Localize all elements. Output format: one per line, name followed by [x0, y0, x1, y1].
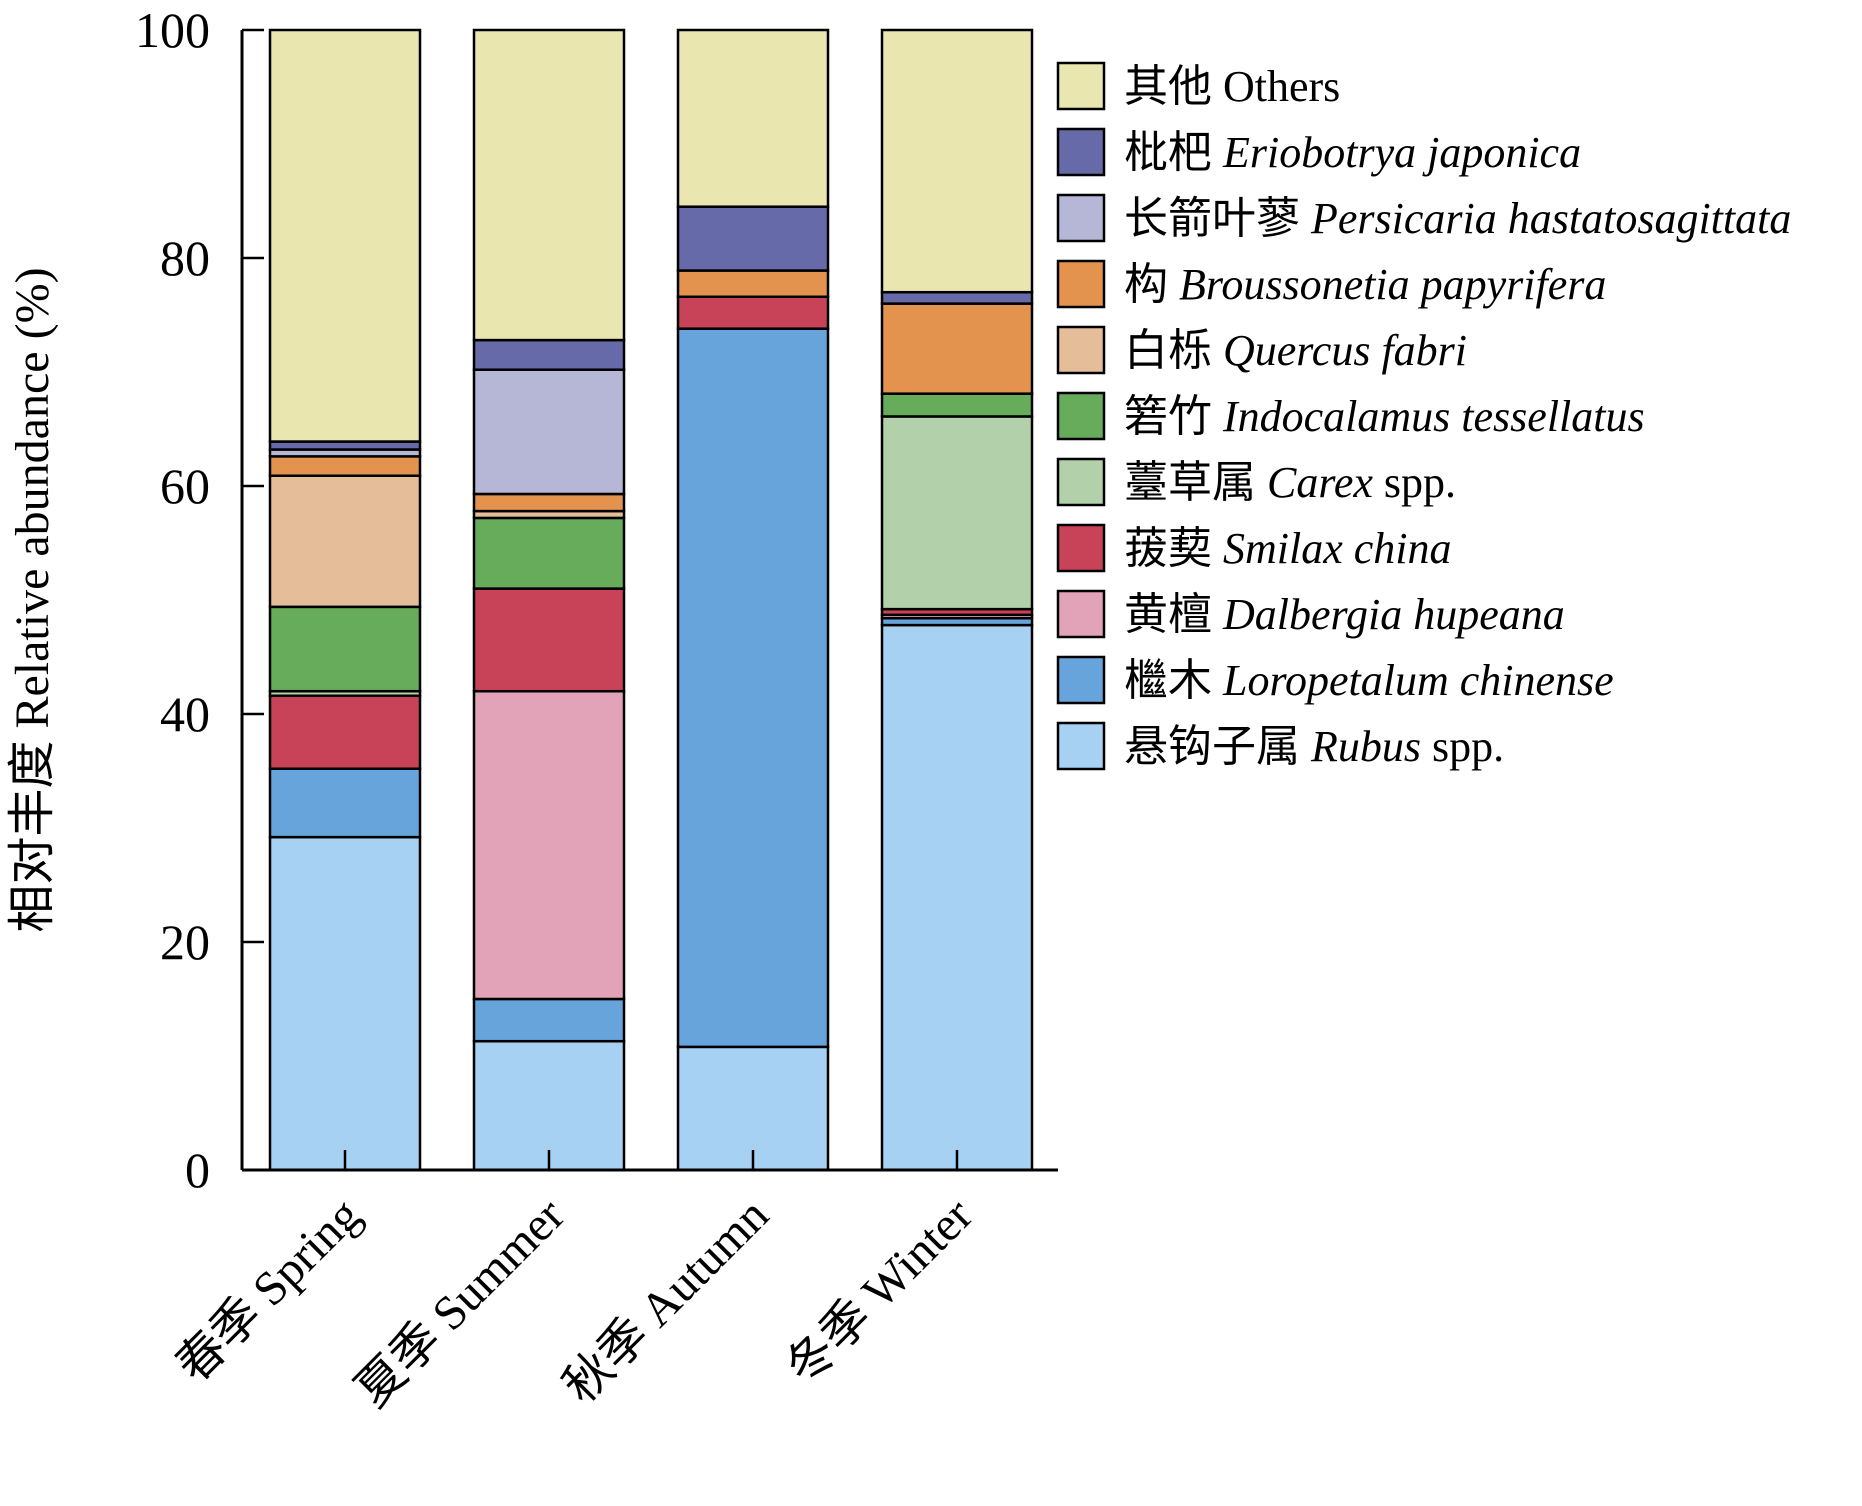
bar-segment-2-9	[472, 368, 626, 496]
legend-label: 枇杷 Eriobotrya japonica	[1124, 128, 1581, 177]
legend-label: 白栎 Quercus fabri	[1124, 326, 1467, 375]
legend-label: 构 Broussonetia papyrifera	[1124, 260, 1606, 309]
x-tick-label: 秋季 Autumn	[554, 1188, 779, 1413]
x-tick-label: 春季 Spring	[166, 1188, 370, 1392]
bar-segment-3-2	[676, 327, 830, 1049]
axes-layer	[240, 30, 1058, 1172]
bar-segment-4-1	[880, 623, 1034, 1172]
legend-swatch	[1056, 655, 1106, 705]
bar-segment-1-7	[268, 474, 422, 609]
bar-segment-3-8	[676, 269, 830, 299]
legend-swatch	[1056, 457, 1106, 507]
legend-swatch	[1056, 721, 1106, 771]
legend-label: 悬钩子属 Rubus spp.	[1124, 722, 1504, 771]
legend-label: 长箭叶蓼 Persicaria hastatosagittata	[1124, 194, 1791, 243]
legend-swatch	[1056, 127, 1106, 177]
legend: 其他 Others 枇杷 Eriobotrya japonica 长箭叶蓼 Pers…	[1056, 61, 1791, 771]
bars-layer	[268, 28, 1034, 1172]
bar-segment-2-10	[472, 338, 626, 371]
legend-label: 薹草属 Carex spp.	[1124, 458, 1456, 507]
legend-swatch	[1056, 325, 1106, 375]
y-tick-label: 60	[160, 458, 210, 514]
bar-segment-2-2	[472, 997, 626, 1043]
legend-swatch	[1056, 61, 1106, 111]
y-tick-label: 80	[160, 230, 210, 286]
y-tick-label: 100	[135, 2, 210, 58]
y-ticks: 0 20 40 60 80 100	[135, 2, 264, 1198]
legend-swatch	[1056, 391, 1106, 441]
bar-segment-3-10	[676, 205, 830, 272]
bar-segment-1-2	[268, 767, 422, 839]
legend-swatch	[1056, 589, 1106, 639]
bar-segment-4-10	[880, 290, 1034, 305]
y-tick-label: 20	[160, 914, 210, 970]
bar-segment-1-6	[268, 605, 422, 693]
bar-segment-4-6	[880, 392, 1034, 418]
bar-segment-2-4	[472, 587, 626, 693]
legend-swatch	[1056, 193, 1106, 243]
bar-segment-2-6	[472, 516, 626, 590]
bar-segment-2-11	[472, 28, 626, 342]
bar-segment-4-5	[880, 415, 1034, 611]
legend-swatch	[1056, 523, 1106, 573]
legend-swatch	[1056, 259, 1106, 309]
bar-segment-3-1	[676, 1045, 830, 1172]
y-tick-label: 40	[160, 686, 210, 742]
legend-label: 箬竹 Indocalamus tessellatus	[1124, 392, 1645, 441]
bar-segment-4-8	[880, 302, 1034, 395]
bar-segment-2-8	[472, 492, 626, 513]
legend-label: 菝葜 Smilax china	[1124, 524, 1452, 573]
x-tick-label: 冬季 Winter	[776, 1188, 983, 1395]
x-tick-label: 夏季 Summer	[346, 1188, 575, 1417]
bar-segment-3-11	[676, 28, 830, 208]
bar-segment-1-11	[268, 28, 422, 443]
bar-segment-4-11	[880, 28, 1034, 294]
legend-label: 黄檀 Dalbergia hupeana	[1124, 590, 1565, 639]
bar-segment-2-3	[472, 689, 626, 1001]
bar-segment-3-4	[676, 295, 830, 330]
bar-segment-1-8	[268, 455, 422, 477]
y-tick-label: 0	[185, 1142, 210, 1198]
bar-segment-1-1	[268, 835, 422, 1172]
legend-label: 檵木 Loropetalum chinense	[1124, 656, 1614, 705]
y-axis-label: 相对丰度 Relative abundance (%)	[6, 267, 59, 932]
bar-segment-1-4	[268, 694, 422, 770]
legend-label: 其他 Others	[1124, 62, 1340, 111]
